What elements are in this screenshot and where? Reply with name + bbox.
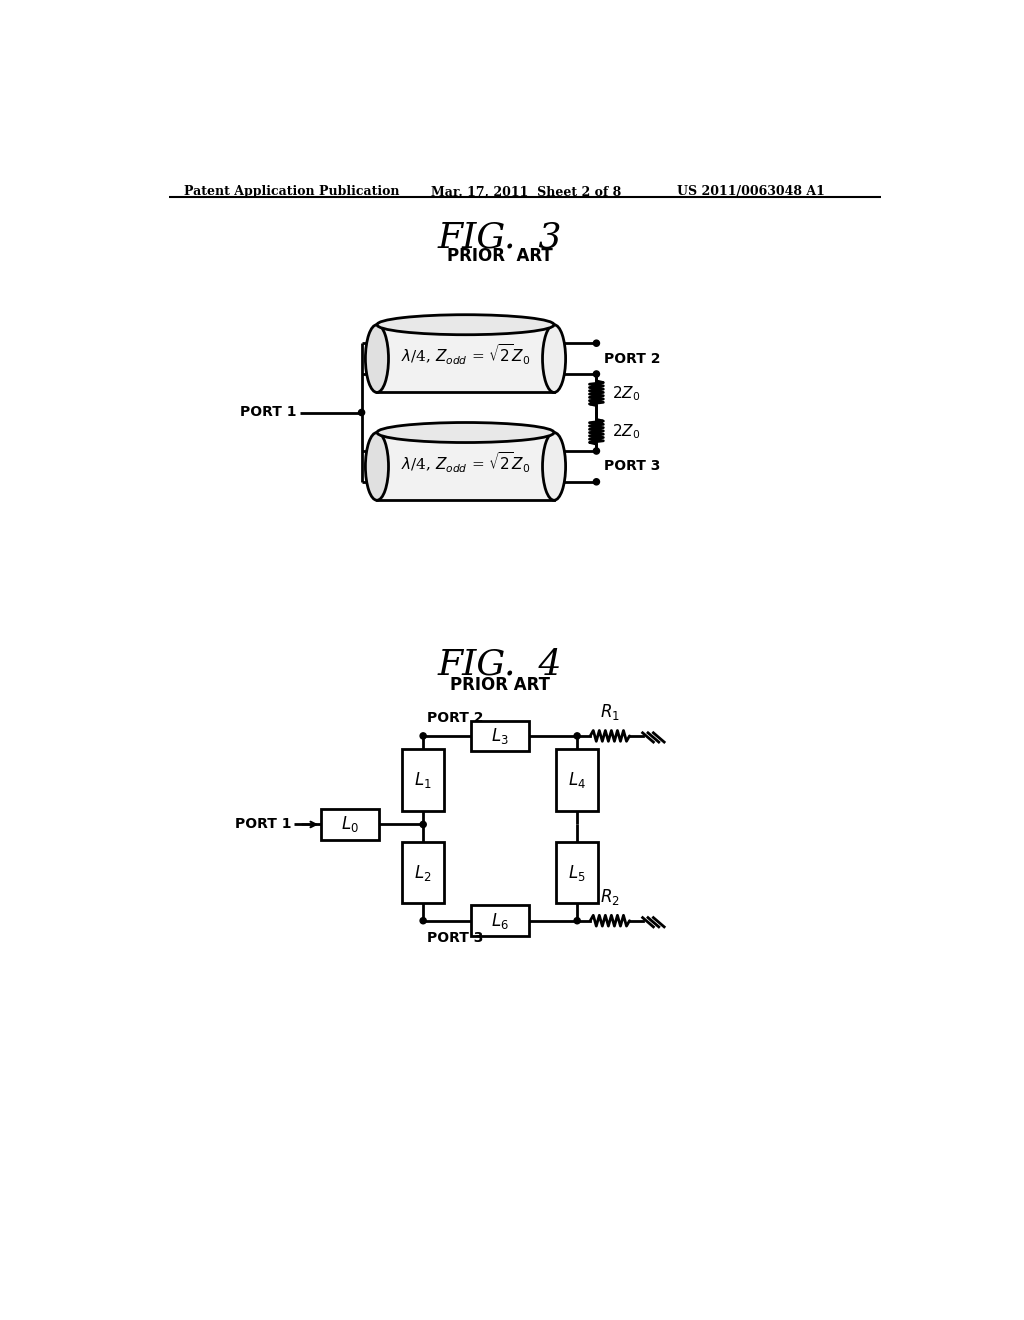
Text: PORT 3: PORT 3 bbox=[604, 459, 660, 474]
Bar bbox=[377, 433, 554, 500]
Ellipse shape bbox=[377, 314, 554, 335]
Text: $L_6$: $L_6$ bbox=[492, 911, 509, 931]
Ellipse shape bbox=[543, 433, 565, 500]
Bar bbox=[556, 842, 598, 903]
Bar bbox=[556, 750, 598, 810]
Circle shape bbox=[420, 917, 426, 924]
Ellipse shape bbox=[366, 433, 388, 500]
Text: $R_2$: $R_2$ bbox=[600, 887, 620, 907]
Text: PRIOR  ART: PRIOR ART bbox=[447, 247, 553, 265]
Circle shape bbox=[358, 409, 365, 416]
Circle shape bbox=[574, 733, 581, 739]
Ellipse shape bbox=[543, 325, 565, 392]
Text: FIG.  4: FIG. 4 bbox=[438, 647, 562, 681]
Text: PORT 1: PORT 1 bbox=[236, 817, 292, 832]
Text: PORT 1: PORT 1 bbox=[240, 405, 296, 420]
Circle shape bbox=[593, 341, 599, 346]
Text: PORT 3: PORT 3 bbox=[427, 932, 483, 945]
Text: Mar. 17, 2011  Sheet 2 of 8: Mar. 17, 2011 Sheet 2 of 8 bbox=[431, 185, 622, 198]
Text: $2Z_0$: $2Z_0$ bbox=[611, 384, 640, 403]
Text: $2Z_0$: $2Z_0$ bbox=[611, 422, 640, 441]
Circle shape bbox=[574, 917, 581, 924]
Bar bbox=[402, 750, 444, 810]
Text: PORT 2: PORT 2 bbox=[427, 711, 483, 725]
Text: $L_3$: $L_3$ bbox=[492, 726, 509, 746]
Bar bbox=[471, 906, 529, 936]
Ellipse shape bbox=[366, 325, 388, 392]
Text: $L_4$: $L_4$ bbox=[568, 770, 586, 791]
Text: $L_0$: $L_0$ bbox=[341, 814, 359, 834]
Bar bbox=[322, 809, 379, 840]
Text: PORT 2: PORT 2 bbox=[604, 351, 660, 366]
Text: PRIOR ART: PRIOR ART bbox=[451, 676, 550, 694]
Text: $L_2$: $L_2$ bbox=[415, 862, 432, 883]
Bar bbox=[402, 842, 444, 903]
Bar bbox=[471, 721, 529, 751]
Text: FIG.  3: FIG. 3 bbox=[438, 220, 562, 253]
Circle shape bbox=[593, 479, 599, 484]
Text: US 2011/0063048 A1: US 2011/0063048 A1 bbox=[677, 185, 825, 198]
Text: $\lambda$/4, $Z_{odd}$ = $\sqrt{2}Z_0$: $\lambda$/4, $Z_{odd}$ = $\sqrt{2}Z_0$ bbox=[401, 450, 530, 475]
Text: $L_5$: $L_5$ bbox=[568, 862, 586, 883]
Bar bbox=[377, 325, 554, 392]
Text: $R_1$: $R_1$ bbox=[600, 702, 620, 722]
Text: $L_1$: $L_1$ bbox=[415, 770, 432, 791]
Circle shape bbox=[593, 371, 599, 378]
Text: Patent Application Publication: Patent Application Publication bbox=[184, 185, 400, 198]
Text: $\lambda$/4, $Z_{odd}$ = $\sqrt{2}Z_0$: $\lambda$/4, $Z_{odd}$ = $\sqrt{2}Z_0$ bbox=[401, 342, 530, 367]
Circle shape bbox=[420, 821, 426, 828]
Circle shape bbox=[420, 733, 426, 739]
Ellipse shape bbox=[377, 422, 554, 442]
Circle shape bbox=[593, 447, 599, 454]
